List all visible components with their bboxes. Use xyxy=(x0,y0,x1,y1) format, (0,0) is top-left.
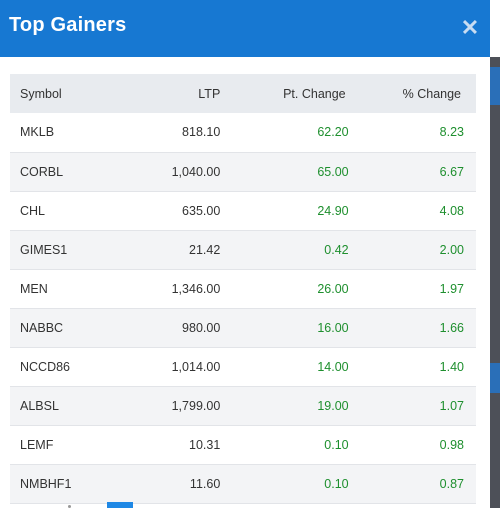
ltp-cell: 1,799.00 xyxy=(171,398,221,413)
table-row[interactable]: MEN 1,346.00 26.00 1.97 xyxy=(10,269,476,308)
pct-change-cell: 1.07 xyxy=(439,398,464,413)
pct-change-cell: 6.67 xyxy=(439,164,464,179)
pct-change-cell: 8.23 xyxy=(439,125,464,140)
pct-change-cell: 0.87 xyxy=(439,476,464,491)
pt-change-cell: 19.00 xyxy=(317,398,349,413)
gainers-table: Symbol LTP Pt. Change % Change MKLB 818.1… xyxy=(10,74,476,504)
gainers-table-container: Symbol LTP Pt. Change % Change MKLB 818.1… xyxy=(10,74,476,504)
ltp-cell: 21.42 xyxy=(189,242,221,257)
ltp-cell: 818.10 xyxy=(182,125,221,140)
symbol-cell: GIMES1 xyxy=(20,242,68,257)
pagination-active-page[interactable] xyxy=(107,502,133,508)
pt-change-cell: 0.10 xyxy=(324,476,349,491)
ltp-cell: 10.31 xyxy=(189,437,221,452)
pagination-dot xyxy=(68,505,71,508)
ltp-cell: 980.00 xyxy=(182,320,221,335)
ltp-cell: 635.00 xyxy=(182,203,221,218)
table-body: MKLB 818.10 62.20 8.23 CORBL 1,040.00 65.00 6.6… xyxy=(10,113,476,503)
symbol-cell: CORBL xyxy=(20,164,64,179)
ltp-cell: 1,040.00 xyxy=(171,164,221,179)
pct-change-cell: 2.00 xyxy=(439,242,464,257)
symbol-cell: NMBHF1 xyxy=(20,476,72,491)
pt-change-cell: 0.10 xyxy=(324,437,349,452)
backdrop-accent xyxy=(490,363,500,393)
table-row[interactable]: NMBHF1 11.60 0.10 0.87 xyxy=(10,464,476,503)
close-icon[interactable]: ✕ xyxy=(460,15,480,40)
table-row[interactable]: LEMF 10.31 0.10 0.98 xyxy=(10,425,476,464)
table-row[interactable]: NABBC 980.00 16.00 1.66 xyxy=(10,308,476,347)
pct-change-cell: 1.40 xyxy=(439,359,464,374)
pct-change-cell: 4.08 xyxy=(439,203,464,218)
ltp-cell: 1,346.00 xyxy=(171,281,221,296)
backdrop-accent xyxy=(490,67,500,105)
modal-header: Top Gainers ✕ xyxy=(0,0,490,57)
pt-change-cell: 62.20 xyxy=(317,125,349,140)
table-row[interactable]: ALBSL 1,799.00 19.00 1.07 xyxy=(10,386,476,425)
table-row[interactable]: CHL 635.00 24.90 4.08 xyxy=(10,191,476,230)
column-header-ltp[interactable]: LTP xyxy=(198,86,221,101)
symbol-cell: MKLB xyxy=(20,125,55,140)
table-row[interactable]: MKLB 818.10 62.20 8.23 xyxy=(10,113,476,152)
column-header-pct-change[interactable]: % Change xyxy=(402,86,461,101)
pt-change-cell: 24.90 xyxy=(317,203,349,218)
ltp-cell: 1,014.00 xyxy=(171,359,221,374)
table-row[interactable]: NCCD86 1,014.00 14.00 1.40 xyxy=(10,347,476,386)
pt-change-cell: 65.00 xyxy=(317,164,349,179)
symbol-cell: CHL xyxy=(20,203,46,218)
pct-change-cell: 1.66 xyxy=(439,320,464,335)
column-header-pt-change[interactable]: Pt. Change xyxy=(283,86,346,101)
table-row[interactable]: CORBL 1,040.00 65.00 6.67 xyxy=(10,152,476,191)
ltp-cell: 11.60 xyxy=(189,476,221,491)
pt-change-cell: 0.42 xyxy=(324,242,349,257)
pt-change-cell: 16.00 xyxy=(317,320,349,335)
table-header-row: Symbol LTP Pt. Change % Change xyxy=(10,74,476,113)
pct-change-cell: 0.98 xyxy=(439,437,464,452)
column-header-symbol[interactable]: Symbol xyxy=(20,86,62,101)
symbol-cell: LEMF xyxy=(20,437,54,452)
table-row[interactable]: GIMES1 21.42 0.42 2.00 xyxy=(10,230,476,269)
modal-title: Top Gainers xyxy=(9,14,127,36)
pt-change-cell: 26.00 xyxy=(317,281,349,296)
symbol-cell: ALBSL xyxy=(20,398,59,413)
symbol-cell: NCCD86 xyxy=(20,359,71,374)
pt-change-cell: 14.00 xyxy=(317,359,349,374)
backdrop-overlay xyxy=(490,57,500,508)
symbol-cell: MEN xyxy=(20,281,48,296)
symbol-cell: NABBC xyxy=(20,320,64,335)
pct-change-cell: 1.97 xyxy=(439,281,464,296)
